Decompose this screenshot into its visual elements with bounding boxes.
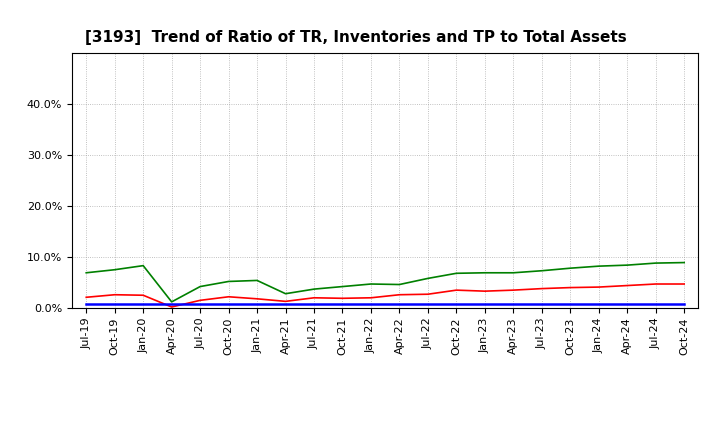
Inventories	[452, 301, 461, 307]
Trade Payables	[566, 266, 575, 271]
Inventories	[282, 301, 290, 307]
Trade Payables	[595, 264, 603, 269]
Trade Payables	[623, 263, 631, 268]
Trade Receivables	[167, 304, 176, 310]
Inventories	[480, 301, 489, 307]
Trade Receivables	[338, 296, 347, 301]
Trade Receivables	[82, 295, 91, 300]
Trade Receivables	[452, 287, 461, 293]
Trade Payables	[139, 263, 148, 268]
Trade Receivables	[282, 299, 290, 304]
Trade Payables	[196, 284, 204, 289]
Inventories	[566, 301, 575, 307]
Text: [3193]  Trend of Ratio of TR, Inventories and TP to Total Assets: [3193] Trend of Ratio of TR, Inventories…	[84, 29, 626, 45]
Trade Payables	[509, 270, 518, 275]
Line: Trade Receivables: Trade Receivables	[86, 284, 684, 307]
Trade Receivables	[310, 295, 318, 301]
Trade Receivables	[139, 293, 148, 298]
Trade Payables	[282, 291, 290, 297]
Trade Receivables	[509, 287, 518, 293]
Trade Payables	[338, 284, 347, 289]
Trade Receivables	[537, 286, 546, 291]
Inventories	[623, 301, 631, 307]
Trade Payables	[537, 268, 546, 273]
Inventories	[225, 301, 233, 307]
Inventories	[366, 301, 375, 307]
Trade Payables	[253, 278, 261, 283]
Trade Receivables	[480, 289, 489, 294]
Inventories	[338, 301, 347, 307]
Trade Payables	[652, 260, 660, 266]
Trade Payables	[82, 270, 91, 275]
Trade Receivables	[110, 292, 119, 297]
Trade Payables	[395, 282, 404, 287]
Inventories	[423, 301, 432, 307]
Trade Receivables	[395, 292, 404, 297]
Trade Payables	[167, 299, 176, 304]
Trade Receivables	[423, 292, 432, 297]
Trade Receivables	[196, 298, 204, 303]
Inventories	[310, 301, 318, 307]
Inventories	[680, 301, 688, 307]
Trade Receivables	[595, 284, 603, 290]
Trade Receivables	[366, 295, 375, 301]
Inventories	[652, 301, 660, 307]
Trade Payables	[110, 267, 119, 272]
Trade Payables	[452, 271, 461, 276]
Inventories	[196, 301, 204, 307]
Trade Payables	[480, 270, 489, 275]
Inventories	[509, 301, 518, 307]
Trade Receivables	[652, 281, 660, 286]
Inventories	[595, 301, 603, 307]
Trade Receivables	[225, 294, 233, 299]
Inventories	[139, 301, 148, 307]
Inventories	[82, 301, 91, 307]
Trade Receivables	[566, 285, 575, 290]
Trade Payables	[680, 260, 688, 265]
Trade Payables	[310, 286, 318, 292]
Trade Receivables	[623, 283, 631, 288]
Inventories	[110, 301, 119, 307]
Trade Payables	[225, 279, 233, 284]
Trade Receivables	[253, 296, 261, 301]
Inventories	[167, 301, 176, 307]
Inventories	[395, 301, 404, 307]
Trade Payables	[366, 281, 375, 286]
Inventories	[537, 301, 546, 307]
Trade Payables	[423, 276, 432, 281]
Line: Trade Payables: Trade Payables	[86, 263, 684, 302]
Trade Receivables	[680, 281, 688, 286]
Inventories	[253, 301, 261, 307]
